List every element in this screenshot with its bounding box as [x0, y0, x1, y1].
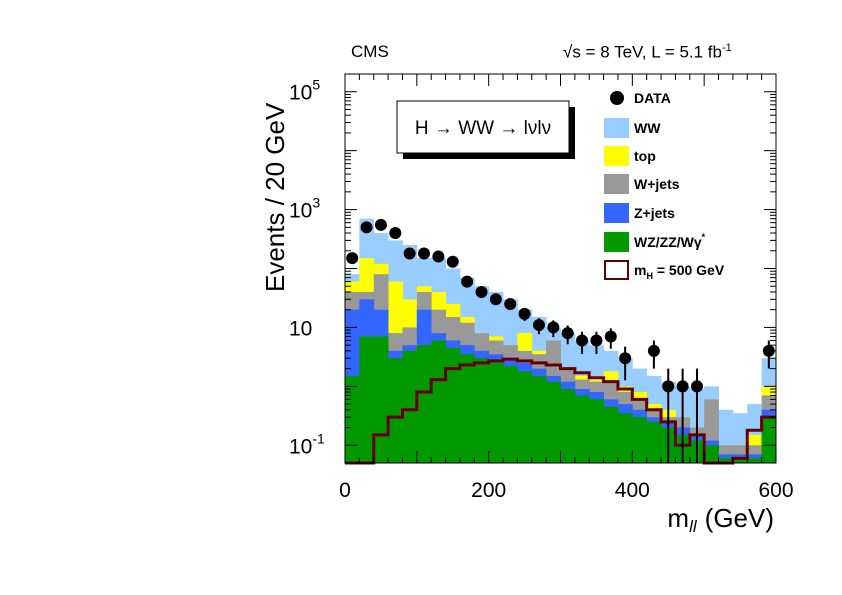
data-point [374, 218, 387, 231]
stack-bar [445, 347, 461, 463]
stack-bar [646, 421, 662, 463]
y-tick-label: 10-1 [289, 430, 325, 458]
data-point [518, 307, 531, 320]
data-point [576, 334, 589, 347]
x-tick-label: 0 [339, 479, 351, 502]
stack-bar [402, 350, 418, 463]
stack-bar [503, 366, 518, 463]
data-point [389, 227, 402, 240]
data-point [662, 380, 675, 393]
data-point [676, 380, 689, 393]
legend-label: WW [634, 120, 661, 136]
stack-bar [632, 417, 648, 463]
legend-swatch [604, 203, 629, 223]
legend-swatch [604, 146, 629, 166]
data-point [446, 255, 459, 268]
data-point [647, 344, 660, 357]
lumi-exponent: -1 [722, 42, 732, 54]
legend-label: W+jets [634, 176, 680, 192]
legend-label: DATA [634, 90, 671, 106]
y-tick-labels: 10-1 10 103 105 [289, 77, 325, 459]
stack-bar [589, 399, 604, 463]
stack-bar [459, 354, 475, 463]
x-tick-label: 600 [758, 479, 793, 502]
x-axis-label: mll (GeV) [667, 503, 774, 536]
legend-label: top [634, 148, 656, 164]
stack-bar [704, 445, 719, 463]
axis-ticks [344, 73, 777, 463]
stack-bar [517, 371, 533, 463]
stack-bar [732, 458, 748, 463]
data-point [418, 247, 431, 260]
data-point [461, 275, 474, 288]
stack-bar [747, 458, 763, 463]
legend: DATA WW top W+jets Z+jets WZ/ZZ/Wγ* mH = 500 G… [604, 90, 725, 281]
data-point [489, 293, 502, 306]
data-point [532, 318, 545, 331]
stack-bar [546, 381, 561, 463]
stack-bar [373, 336, 389, 463]
legend-signal-swatch [604, 260, 629, 280]
x-tick-label: 400 [615, 479, 650, 502]
legend-label: Z+jets [634, 205, 675, 221]
experiment-label: CMS [351, 42, 389, 61]
stacked-bins [345, 218, 777, 463]
legend-swatch [604, 174, 629, 194]
legend-swatch [604, 118, 629, 138]
energy-lumi-label: √s = 8 TeV, L = 5.1 fb-1 [563, 42, 732, 63]
stack-bar [416, 345, 432, 463]
stack-bar [574, 395, 590, 463]
data-point [547, 321, 560, 334]
data-points [346, 218, 775, 463]
data-point [690, 380, 703, 393]
stack-bar [345, 375, 360, 463]
data-point [475, 285, 488, 298]
stack-bar [388, 358, 403, 463]
y-axis-label: Events / 20 GeV [260, 102, 290, 292]
stack-bar [488, 361, 504, 463]
legend-swatch [604, 232, 629, 252]
stack-bar [617, 413, 633, 463]
y-tick-label: 10 [289, 317, 312, 340]
data-point [360, 221, 373, 234]
energy-lumi-text: √s = 8 TeV, L = 5.1 fb [563, 42, 722, 62]
y-tick-label: 103 [289, 195, 320, 223]
data-point [346, 252, 359, 265]
stack-bar [603, 406, 619, 463]
data-point [604, 330, 617, 343]
legend-data-marker [610, 91, 624, 105]
data-point [619, 352, 632, 365]
data-point [762, 344, 775, 357]
data-point [432, 250, 445, 263]
x-tick-labels: 0 200 400 600 [339, 479, 793, 502]
stack-bar [474, 358, 490, 463]
legend-label: WZ/ZZ/Wγ* [634, 232, 706, 250]
data-point [561, 327, 574, 340]
stack-bar [359, 336, 375, 463]
x-tick-label: 200 [471, 479, 506, 502]
stack-bar [761, 417, 777, 463]
stack-bar [718, 458, 734, 463]
data-point [403, 247, 416, 260]
y-tick-label: 105 [289, 77, 320, 105]
annotation-box [396, 100, 570, 154]
annotation-text: H → WW → lνlν [415, 118, 551, 139]
data-point [504, 297, 517, 310]
stack-bar [531, 375, 547, 463]
data-point [590, 334, 603, 347]
stack-bar [431, 340, 446, 463]
legend-label: mH = 500 GeV [634, 262, 725, 281]
stack-bar [560, 389, 576, 463]
